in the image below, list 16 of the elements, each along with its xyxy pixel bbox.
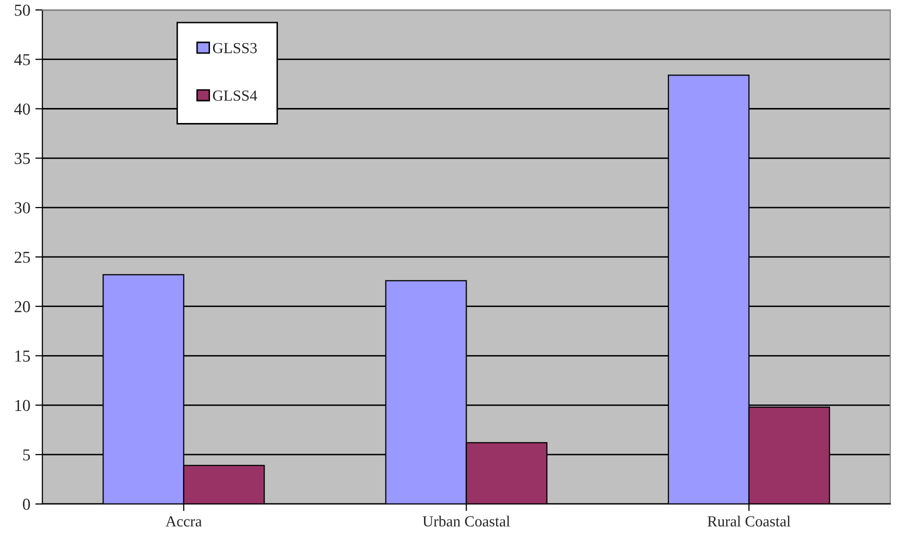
x-tick-label: Accra — [166, 516, 202, 527]
y-tick-label: 30 — [14, 202, 30, 214]
y-tick-label: 25 — [14, 252, 30, 263]
y-tick-label: 35 — [14, 152, 30, 164]
y-tick-label: 5 — [23, 449, 30, 461]
y-tick-label: 0 — [22, 498, 30, 510]
y-tick-label: 45 — [14, 54, 30, 66]
y-tick-label: 20 — [14, 301, 30, 312]
y-tick-label: 50 — [14, 4, 30, 16]
y-tick-label: 40 — [14, 103, 30, 115]
y-tick-label: 10 — [15, 400, 30, 412]
x-tick-label: Rural Coastal — [708, 516, 790, 527]
legend-label: GLSS4 — [212, 90, 258, 101]
x-tick-label: Urban Coastal — [422, 516, 510, 527]
y-tick-label: 15 — [15, 350, 30, 362]
legend-label: GLSS3 — [212, 42, 257, 54]
